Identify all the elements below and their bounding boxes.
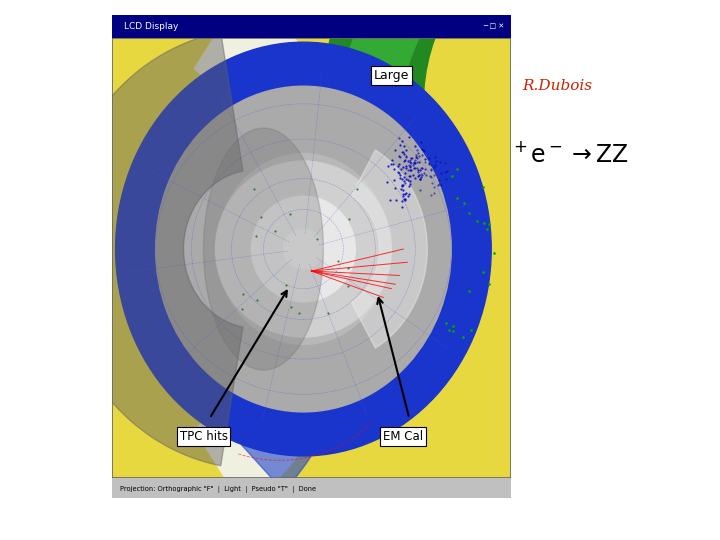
Wedge shape xyxy=(241,68,364,491)
Text: CHEP 2000
Padova, Italy: CHEP 2000 Padova, Italy xyxy=(297,428,390,458)
Ellipse shape xyxy=(251,196,356,302)
Text: Large: Large xyxy=(374,69,409,82)
Text: Projection: Orthographic "F"  |  Light  |  Pseudo "T"  |  Done: Projection: Orthographic "F" | Light | P… xyxy=(120,485,315,492)
Wedge shape xyxy=(194,0,367,509)
Wedge shape xyxy=(156,86,451,412)
Wedge shape xyxy=(323,0,452,268)
Wedge shape xyxy=(55,32,243,466)
Ellipse shape xyxy=(124,69,483,429)
Text: R.Dubois: R.Dubois xyxy=(522,79,593,93)
Text: 9 Feb 2000: 9 Feb 2000 xyxy=(126,445,197,458)
Ellipse shape xyxy=(204,128,323,370)
Text: $\mathrm{e^+e^- \rightarrow ZZ}$: $\mathrm{e^+e^- \rightarrow ZZ}$ xyxy=(495,141,629,167)
Wedge shape xyxy=(351,150,427,348)
Text: LCD Display: LCD Display xyxy=(124,22,178,31)
Ellipse shape xyxy=(215,161,392,337)
Wedge shape xyxy=(116,42,491,456)
Text: ─ □ ✕: ─ □ ✕ xyxy=(483,23,505,29)
Ellipse shape xyxy=(284,230,323,269)
Wedge shape xyxy=(339,0,426,253)
Text: TPC hits: TPC hits xyxy=(179,430,228,443)
Text: EM Cal: EM Cal xyxy=(383,430,423,443)
